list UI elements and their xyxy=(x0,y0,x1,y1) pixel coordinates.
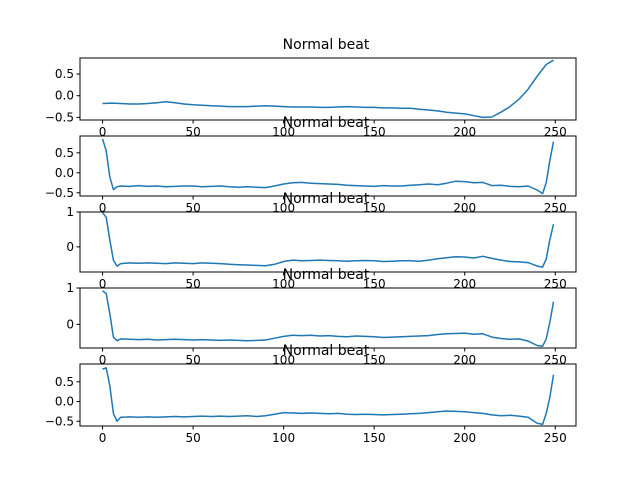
x-tick-label: 0 xyxy=(99,125,107,139)
axes-frame xyxy=(79,57,577,121)
y-tick-label: 1 xyxy=(66,281,74,295)
chart-title: Normal beat xyxy=(283,115,370,131)
chart-title: Normal beat xyxy=(283,267,370,283)
subplot-5: 0 50 100 150 200 250 −0.5 0.0 0.5 Normal beat xyxy=(45,343,577,445)
y-tick-label: 0.5 xyxy=(55,375,74,389)
x-tick-label: 50 xyxy=(185,353,200,367)
series-line xyxy=(102,367,555,426)
y-tick-label: 0 xyxy=(66,317,74,331)
x-tick-label: 250 xyxy=(544,125,567,139)
chart-title: Normal beat xyxy=(283,37,370,53)
axes-frame xyxy=(79,135,577,197)
x-tick-label: 250 xyxy=(544,353,567,367)
y-tick-label: −0.5 xyxy=(45,110,74,124)
x-tick-label: 250 xyxy=(544,201,567,215)
series-line xyxy=(101,212,555,268)
x-tick-label: 0 xyxy=(99,201,107,215)
x-tick-label: 200 xyxy=(453,353,476,367)
x-tick-label: 250 xyxy=(544,431,567,445)
x-tick-label: 50 xyxy=(185,431,200,445)
y-tick-label: −0.5 xyxy=(45,186,74,200)
x-tick-label: 200 xyxy=(453,125,476,139)
x-tick-label: 200 xyxy=(453,431,476,445)
y-tick-label: 1 xyxy=(66,205,74,219)
axes-frame xyxy=(79,287,577,349)
x-tick-label: 50 xyxy=(185,125,200,139)
series-line xyxy=(101,138,555,195)
chart-title: Normal beat xyxy=(283,343,370,359)
series-line xyxy=(102,59,554,119)
y-tick-label: 0.0 xyxy=(55,89,74,103)
y-tick-label: −0.5 xyxy=(45,414,74,428)
x-tick-label: 100 xyxy=(272,431,295,445)
y-tick-label: 0.0 xyxy=(55,395,74,409)
y-tick-label: 0.5 xyxy=(55,146,74,160)
x-tick-label: 200 xyxy=(453,201,476,215)
x-tick-label: 200 xyxy=(453,277,476,291)
x-tick-label: 150 xyxy=(363,431,386,445)
axes-frame xyxy=(79,363,577,427)
y-tick-label: 0.5 xyxy=(55,67,74,81)
x-tick-label: 50 xyxy=(185,201,200,215)
chart-title: Normal beat xyxy=(283,191,370,207)
x-tick-label: 0 xyxy=(99,277,107,291)
x-tick-label: 250 xyxy=(544,277,567,291)
x-tick-label: 50 xyxy=(185,277,200,291)
y-tick-label: 0.0 xyxy=(55,166,74,180)
x-tick-label: 0 xyxy=(99,353,107,367)
series-line xyxy=(102,290,555,347)
x-tick-label: 0 xyxy=(99,431,107,445)
axes-frame xyxy=(79,211,577,273)
y-tick-label: 0 xyxy=(66,240,74,254)
